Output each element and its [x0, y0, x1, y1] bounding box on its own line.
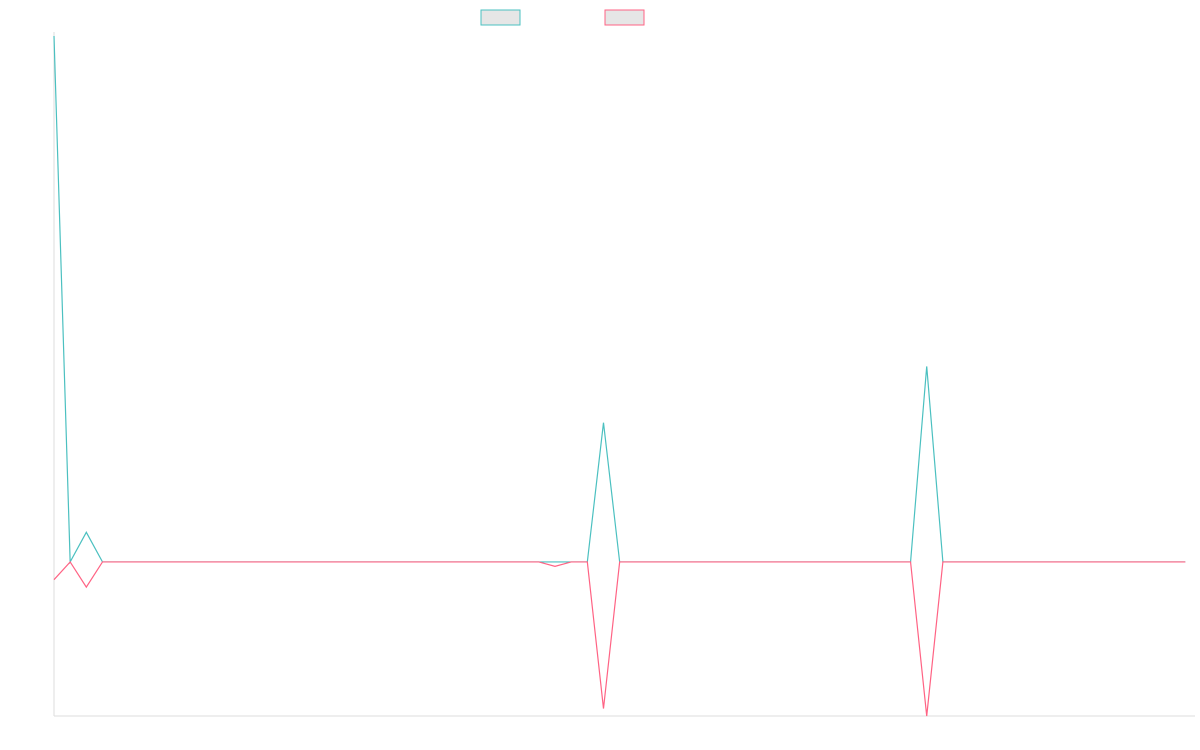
- series-group: [53, 35, 1186, 717]
- legend-swatch-series-1[interactable]: [480, 9, 521, 26]
- series-line-2: [53, 560, 1186, 717]
- legend: [480, 9, 645, 26]
- legend-swatch-series-2[interactable]: [604, 9, 645, 26]
- axes: [53, 32, 1195, 717]
- series-line-1: [53, 35, 1186, 565]
